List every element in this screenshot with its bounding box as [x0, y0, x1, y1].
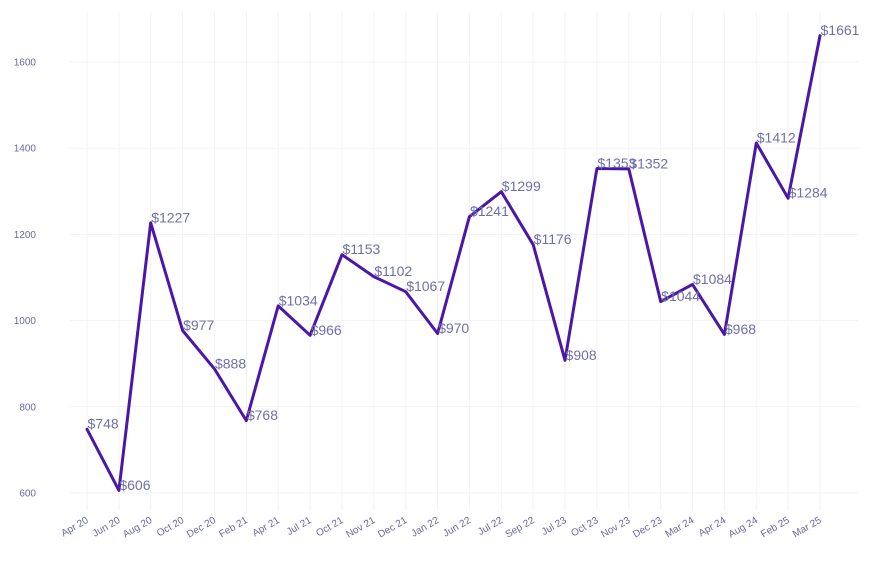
- x-tick-label: Mar 24: [664, 515, 697, 540]
- data-label: $970: [438, 320, 469, 336]
- x-tick-label: Apr 24: [697, 515, 728, 539]
- data-label: $1241: [470, 203, 509, 219]
- series-line: [85, 34, 822, 492]
- y-tick-label: 1600: [14, 58, 37, 69]
- data-label: $1661: [821, 22, 860, 38]
- x-tick-label: Nov 23: [599, 515, 632, 541]
- x-tick-label: Dec 20: [185, 515, 218, 541]
- data-label: $1034: [279, 292, 318, 308]
- y-tick-label: 1200: [14, 230, 37, 241]
- x-tick-label: Aug 24: [727, 515, 760, 541]
- x-tick-label: Dec 23: [631, 515, 664, 541]
- data-label: $1153: [342, 241, 380, 257]
- data-label: $966: [311, 322, 342, 338]
- grid: [70, 12, 858, 510]
- x-tick-label: Feb 21: [217, 515, 250, 540]
- data-label: $1412: [757, 130, 796, 146]
- data-label: $1284: [789, 185, 828, 201]
- x-tick-label: Jun 22: [441, 515, 473, 540]
- x-tick-label: Oct 20: [155, 515, 186, 539]
- data-label: $1102: [374, 263, 412, 279]
- data-label: $1176: [534, 231, 572, 247]
- x-tick-label: Oct 23: [569, 515, 600, 539]
- data-label: $1353: [597, 155, 636, 171]
- x-tick-label: Nov 21: [344, 515, 377, 541]
- y-tick-label: 1400: [14, 144, 37, 155]
- x-tick-label: Aug 20: [121, 515, 154, 541]
- x-tick-label: Oct 21: [314, 515, 345, 539]
- x-tick-label: Apr 21: [251, 515, 282, 539]
- data-label: $888: [215, 355, 246, 371]
- data-label: $1084: [693, 271, 732, 287]
- y-axis-ticks: 600 800 1000 1200 1400 1600: [14, 58, 37, 500]
- data-label: $968: [725, 321, 756, 337]
- y-tick-label: 1000: [14, 316, 37, 327]
- data-label: $606: [119, 477, 150, 493]
- x-tick-label: Sep 22: [504, 515, 537, 541]
- x-tick-label: Dec 21: [376, 515, 409, 541]
- x-tick-label: Jun 20: [91, 515, 123, 540]
- x-tick-label: Jul 22: [476, 515, 505, 538]
- data-label: $1044: [661, 288, 700, 304]
- x-tick-label: Jan 22: [410, 515, 442, 540]
- data-label: $768: [247, 407, 278, 423]
- data-label: $1067: [406, 278, 445, 294]
- x-tick-label: Feb 25: [759, 515, 792, 540]
- data-label: $1352: [629, 155, 668, 171]
- y-tick-label: 800: [19, 402, 36, 413]
- data-label: $1299: [502, 178, 541, 194]
- data-label: $977: [183, 317, 214, 333]
- data-labels: $748 $606 $1227 $977 $888 $768 $1034 $966 $1153 $…: [88, 22, 860, 493]
- x-tick-label: Apr 20: [59, 515, 90, 539]
- data-label: $908: [566, 347, 597, 363]
- x-tick-label: Jul 21: [285, 515, 314, 538]
- y-tick-label: 600: [19, 489, 36, 500]
- data-label: $1227: [151, 209, 190, 225]
- data-label: $748: [88, 416, 119, 432]
- x-tick-label: Jul 23: [540, 515, 569, 538]
- x-tick-label: Mar 25: [791, 515, 824, 540]
